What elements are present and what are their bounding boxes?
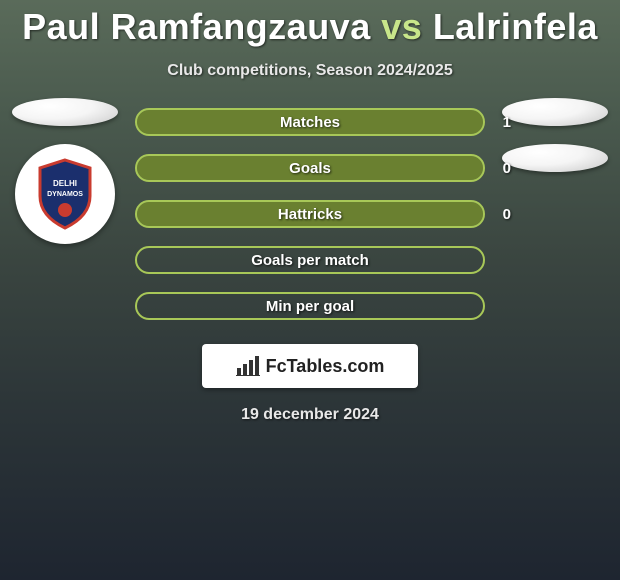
content-wrapper: Paul Ramfangzauva vs Lalrinfela Club com… <box>0 0 620 580</box>
stat-bar: Hattricks0 <box>135 200 485 228</box>
stat-bar-label: Goals <box>289 160 331 177</box>
brand-text: FcTables.com <box>266 356 385 377</box>
stat-bar-label: Matches <box>280 114 340 131</box>
crest-text-bottom: DYNAMOS <box>47 191 83 198</box>
crest-text-top: DELHI <box>53 179 77 188</box>
player2-ellipse-icon-1 <box>502 98 608 126</box>
player2-ellipse-icon-2 <box>502 144 608 172</box>
stat-bar: Matches1 <box>135 108 485 136</box>
stat-bar-label: Min per goal <box>266 298 354 315</box>
stat-bar-value: 0 <box>503 206 511 223</box>
crest-ball-icon <box>58 203 72 217</box>
stat-bar-value: 0 <box>503 160 511 177</box>
stat-bar-label: Goals per match <box>251 252 369 269</box>
player2-name: Lalrinfela <box>433 6 598 47</box>
stat-bar: Goals per match <box>135 246 485 274</box>
brand-box: FcTables.com <box>202 344 418 388</box>
player1-avatar: DELHI DYNAMOS <box>15 144 115 244</box>
stat-bars-container: Matches1 Goals0 Hattricks0 Goals per match M… <box>135 108 485 320</box>
stats-area: DELHI DYNAMOS Matches1Goals0Hattricks0Go… <box>0 108 620 320</box>
stat-bar: Min per goal <box>135 292 485 320</box>
vs-label: vs <box>381 6 422 47</box>
comparison-title: Paul Ramfangzauva vs Lalrinfela <box>22 6 598 48</box>
chart-bars-icon <box>236 356 260 376</box>
player1-name: Paul Ramfangzauva <box>22 6 371 47</box>
delhi-dynamos-crest-icon: DELHI DYNAMOS <box>34 158 96 230</box>
left-player-column: DELHI DYNAMOS <box>0 98 130 244</box>
stat-bar-value: 1 <box>503 114 511 131</box>
stat-bar: Goals0 <box>135 154 485 182</box>
subtitle: Club competitions, Season 2024/2025 <box>167 62 452 80</box>
date-label: 19 december 2024 <box>241 406 379 424</box>
stat-bar-label: Hattricks <box>278 206 342 223</box>
player1-ellipse-icon <box>12 98 118 126</box>
